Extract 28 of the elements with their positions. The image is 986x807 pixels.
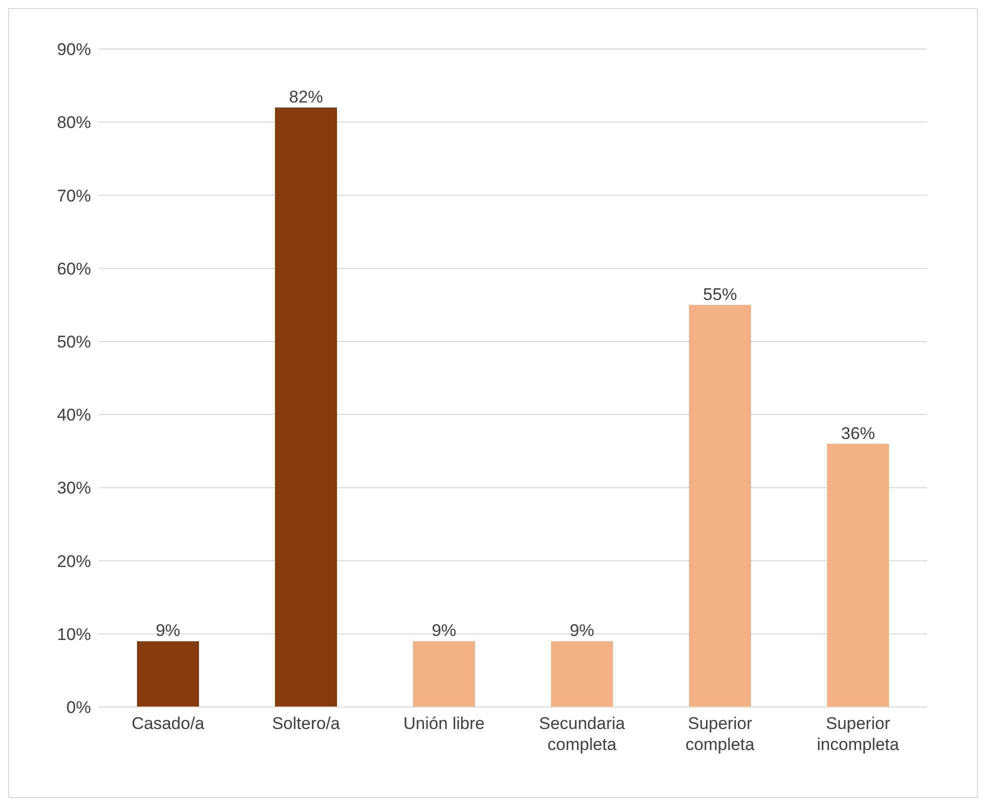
y-tick-label: 90%: [56, 40, 91, 60]
y-tick-label: 60%: [56, 259, 91, 278]
y-tick-label: 80%: [56, 113, 91, 132]
y-tick-label: 70%: [56, 186, 91, 206]
bar: [689, 304, 751, 707]
x-tick-label: Soltero/a: [272, 714, 341, 733]
bar: [413, 641, 475, 707]
x-tick-label: Superior completa: [686, 714, 756, 754]
bar: [275, 107, 337, 707]
y-tick-label: 20%: [56, 552, 91, 571]
data-label: 9%: [570, 621, 594, 640]
data-label: 36%: [840, 424, 876, 443]
bar: [827, 444, 889, 707]
bar: [551, 641, 613, 707]
x-tick-label: Unión libre: [403, 714, 485, 733]
data-label: 82%: [288, 87, 324, 106]
x-tick-label: Superior incompleta: [816, 714, 900, 754]
bar: [137, 641, 199, 707]
y-tick-label: 10%: [56, 624, 91, 644]
y-tick-label: 50%: [56, 332, 91, 352]
y-tick-label: 0%: [66, 698, 91, 718]
y-tick-label: 40%: [56, 406, 91, 425]
data-label: 9%: [156, 621, 180, 640]
x-tick-label: Casado/a: [132, 714, 205, 733]
data-label: 9%: [432, 621, 456, 640]
y-tick-label: 30%: [56, 478, 91, 498]
data-label: 55%: [702, 284, 738, 304]
x-tick-label: Secundaria completa: [538, 714, 626, 754]
